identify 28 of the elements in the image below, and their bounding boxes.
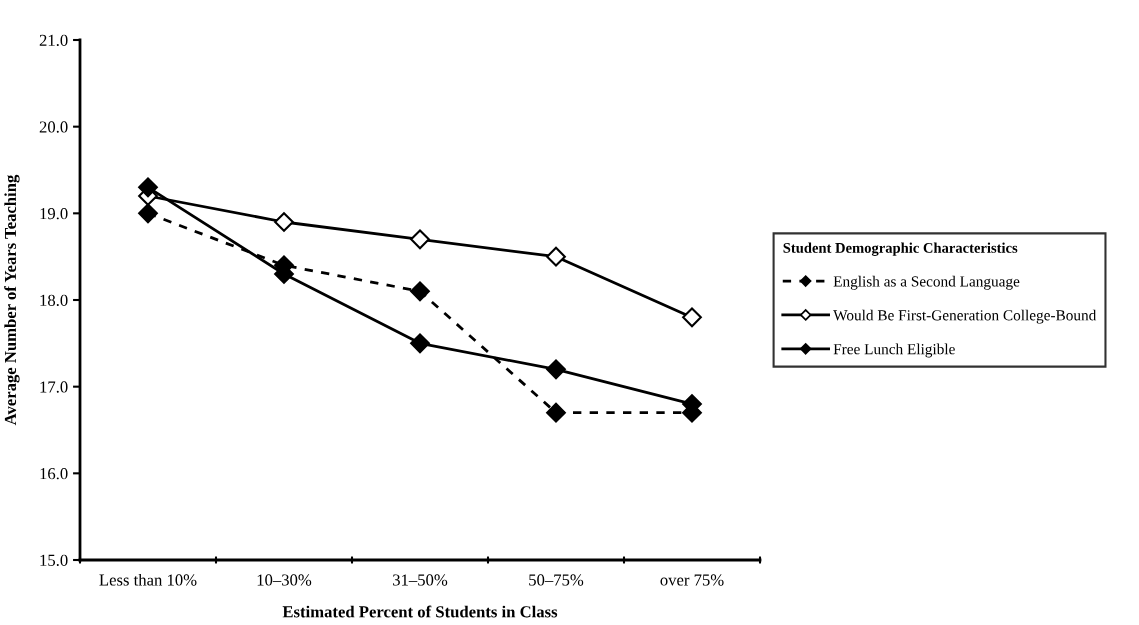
point bbox=[138, 203, 158, 224]
y-tick-label: 20.0 bbox=[39, 121, 68, 133]
x-tick-label: 50–75% bbox=[529, 574, 584, 586]
legend-title: Student Demographic Characteristics bbox=[783, 242, 1018, 256]
y-tick-label: 16.0 bbox=[40, 468, 68, 480]
y-tick-label: 21.0 bbox=[39, 34, 68, 47]
y-tick-label: 17.0 bbox=[40, 381, 68, 393]
y-tick-label: 15.0 bbox=[40, 554, 68, 567]
point bbox=[410, 281, 430, 302]
legend-label: Free Lunch Eligible bbox=[833, 343, 955, 358]
legend-label: English as a Second Language bbox=[833, 275, 1020, 290]
point bbox=[274, 212, 294, 232]
point bbox=[410, 229, 430, 250]
point bbox=[138, 177, 158, 198]
point bbox=[410, 333, 430, 354]
point bbox=[682, 307, 702, 328]
x-tick-label: 31–50% bbox=[393, 574, 448, 586]
x-tick-label: 10–30% bbox=[257, 574, 312, 586]
legend-label: Would Be First-Generation College-Bound bbox=[833, 309, 1097, 324]
y-tick-label: 19.0 bbox=[40, 208, 68, 220]
y-tick-label: 18.0 bbox=[40, 294, 68, 307]
point bbox=[546, 402, 566, 423]
x-axis-title: Estimated Percent of Students in Class bbox=[282, 605, 558, 618]
y-axis-title: Average Number of Years Teaching bbox=[4, 174, 20, 426]
point bbox=[546, 246, 566, 267]
x-tick-label: Less than 10% bbox=[99, 573, 197, 586]
x-tick-label: over 75% bbox=[660, 574, 724, 586]
point bbox=[546, 359, 566, 380]
